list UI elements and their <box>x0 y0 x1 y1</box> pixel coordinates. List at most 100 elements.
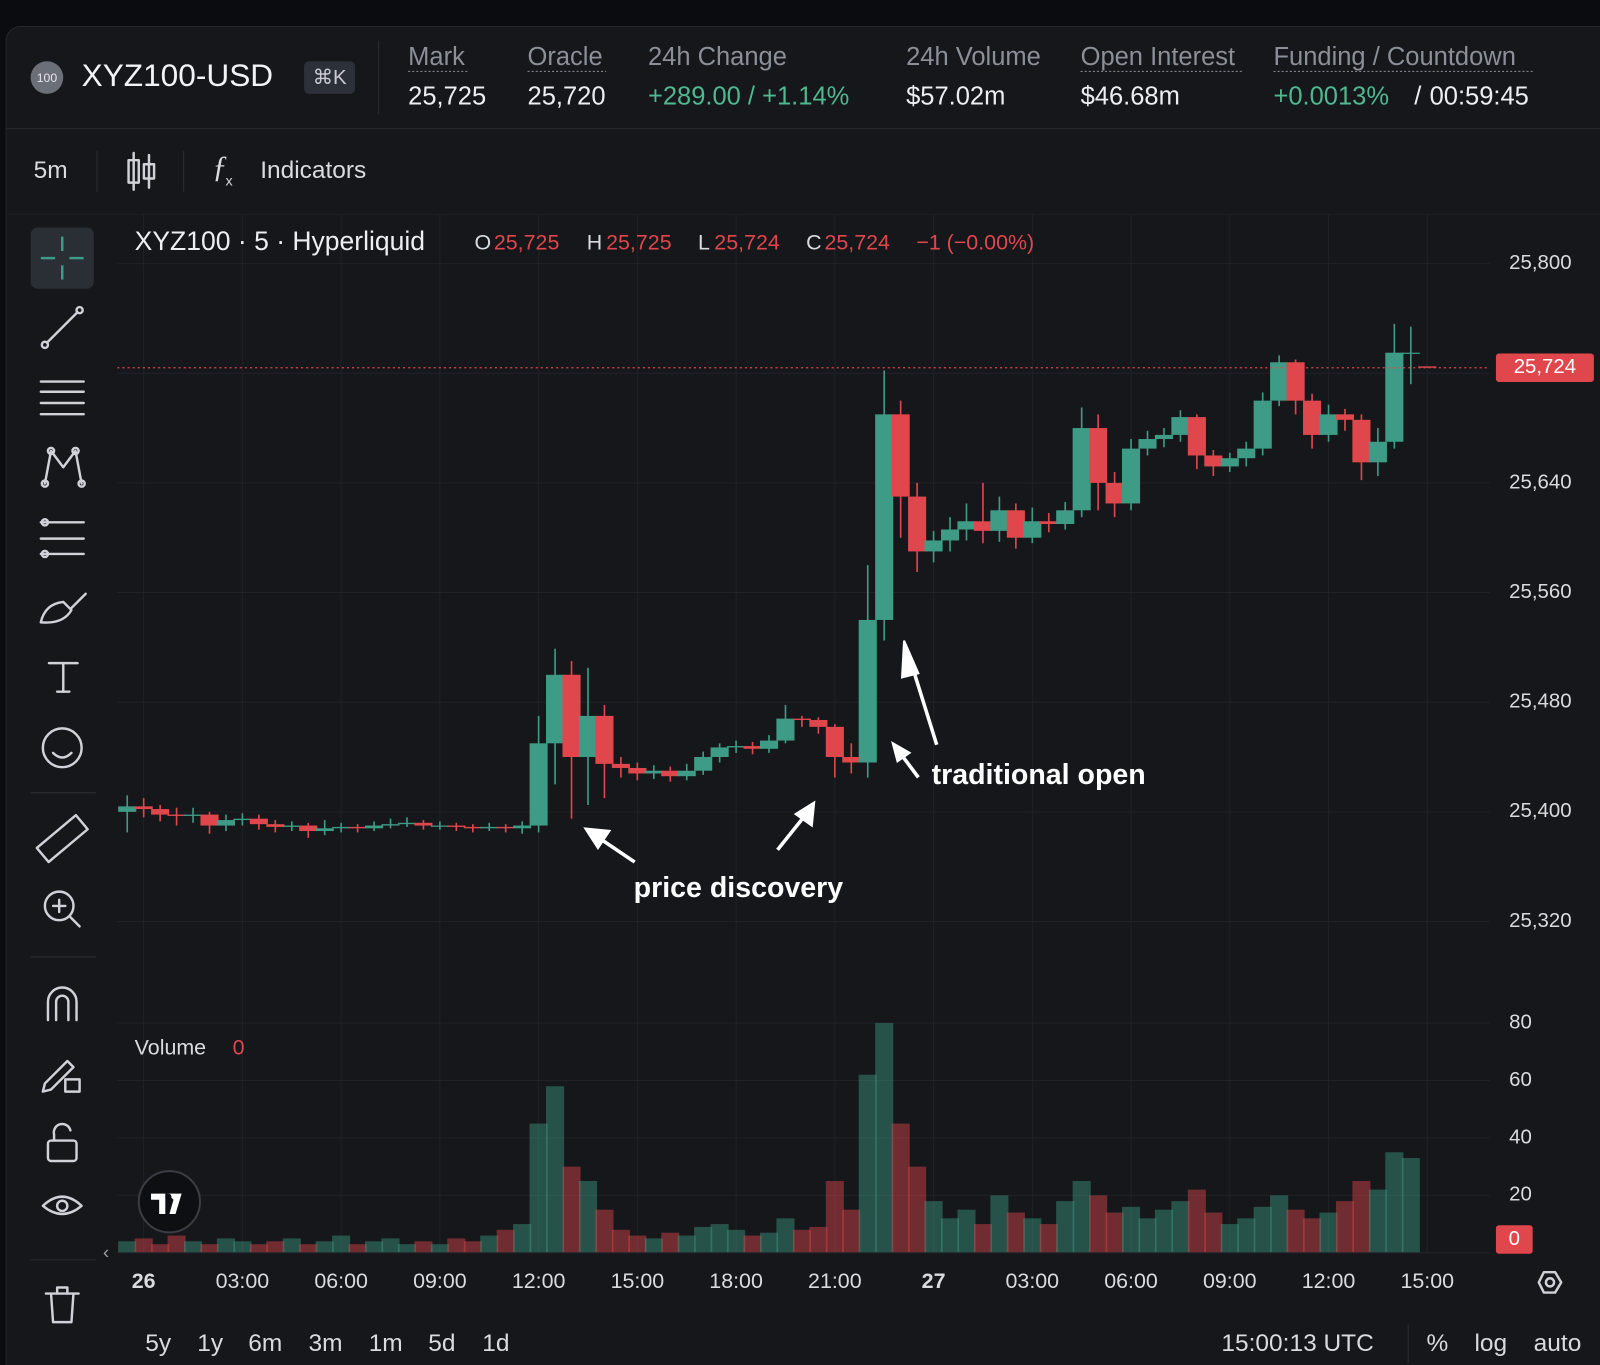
magnet-icon[interactable] <box>46 986 78 1022</box>
auto-toggle[interactable]: auto <box>1534 1330 1582 1357</box>
stat-label: Funding / Countdown <box>1273 43 1515 71</box>
shortcut-box[interactable] <box>304 61 356 94</box>
x-tick-label: 09:00 <box>413 1269 467 1293</box>
interval[interactable]: 5m <box>34 157 68 184</box>
volume-bar <box>644 1238 663 1253</box>
candle-body <box>1253 400 1272 449</box>
candle-body <box>249 818 268 825</box>
range-button[interactable]: 1d <box>482 1330 509 1357</box>
fx-icon[interactable]: x <box>226 173 233 189</box>
volume-bar <box>496 1229 515 1253</box>
volume-bar <box>1204 1212 1223 1253</box>
legend-change: −1 (−0.00%) <box>916 230 1034 254</box>
volume-bar <box>595 1209 614 1253</box>
volume-bar <box>1039 1224 1058 1253</box>
brush-icon[interactable] <box>39 592 87 624</box>
volume-bar <box>414 1241 433 1253</box>
clock: 15:00:13 UTC <box>1221 1330 1373 1357</box>
candle-body <box>1187 417 1206 456</box>
trash-icon[interactable] <box>44 1286 80 1324</box>
candle-body <box>1286 362 1305 401</box>
volume-bar <box>842 1209 861 1253</box>
log-toggle[interactable]: log <box>1474 1330 1507 1357</box>
fx-icon[interactable]: ƒ <box>212 149 227 183</box>
settings-icon[interactable] <box>1537 1270 1563 1294</box>
candle-body <box>381 824 400 826</box>
volume-tick-label: 20 <box>1509 1184 1532 1206</box>
candle-body <box>151 809 170 815</box>
indicators[interactable]: Indicators <box>260 157 366 184</box>
volume-tick-label: 80 <box>1509 1011 1532 1033</box>
candle-body <box>216 820 236 826</box>
ruler-icon[interactable] <box>35 813 89 864</box>
legend-value: 25,725 <box>494 230 559 254</box>
volume-bar <box>233 1241 252 1253</box>
x-tick-label: 03:00 <box>1006 1269 1060 1293</box>
candle-body <box>1237 448 1256 459</box>
volume-bar <box>1154 1209 1174 1253</box>
volume-bar <box>677 1235 696 1253</box>
crosshair-icon[interactable] <box>40 236 84 280</box>
range-button[interactable]: 5y <box>145 1330 172 1357</box>
volume-bar <box>578 1180 598 1253</box>
volume-bar <box>1089 1195 1108 1253</box>
range-button[interactable]: 6m <box>248 1330 282 1357</box>
volume-tick-label: 40 <box>1509 1126 1532 1148</box>
pattern-icon[interactable] <box>40 446 86 488</box>
volume-bar <box>513 1224 532 1253</box>
candle-body <box>743 746 762 749</box>
emoji-icon[interactable] <box>41 727 83 769</box>
x-tick-label: 06:00 <box>314 1269 368 1293</box>
text-icon[interactable] <box>47 661 79 693</box>
x-tick-label: 15:00 <box>1400 1269 1454 1293</box>
legend-key: C <box>806 230 821 254</box>
trendline-icon[interactable] <box>40 305 84 350</box>
funding-rate: +0.0013% <box>1273 83 1389 111</box>
visibility-icon[interactable] <box>41 1195 83 1216</box>
candle-body <box>1121 448 1141 504</box>
percent-toggle[interactable]: % <box>1427 1330 1449 1357</box>
candle-body <box>332 826 351 829</box>
candle-body <box>1270 362 1289 401</box>
symbol[interactable]: XYZ100-USD <box>82 57 274 93</box>
tv-logo[interactable] <box>137 1170 202 1234</box>
lock-draw-icon[interactable] <box>41 1059 81 1093</box>
volume-bar <box>480 1235 499 1253</box>
last-price-label: 25,724 <box>1514 356 1576 378</box>
forecast-icon[interactable] <box>39 518 85 559</box>
fib-icon[interactable] <box>39 380 85 416</box>
volume-bar <box>1352 1180 1371 1253</box>
candle-body <box>595 715 614 764</box>
range-button[interactable]: 1m <box>369 1330 403 1357</box>
tv-logo-mark[interactable] <box>151 1193 182 1215</box>
volume-bar <box>743 1235 762 1253</box>
stat-label: Mark <box>408 43 465 71</box>
candle-type-icon[interactable] <box>127 151 156 191</box>
candle-body <box>1105 482 1124 504</box>
candle-body <box>365 825 384 829</box>
volume-bar <box>792 1229 811 1253</box>
legend-value: 25,724 <box>714 230 780 254</box>
tool-active[interactable] <box>30 227 94 289</box>
legend-key: L <box>698 230 710 254</box>
candle-body <box>1039 521 1058 525</box>
candle-body <box>578 715 598 758</box>
candle-body <box>842 757 861 763</box>
unlock-icon[interactable] <box>46 1122 78 1163</box>
volume-bar <box>973 1224 992 1253</box>
x-tick-label: 15:00 <box>611 1269 665 1293</box>
shortcut[interactable]: ⌘K <box>313 67 347 89</box>
range-button[interactable]: 3m <box>309 1330 343 1357</box>
candle-body <box>546 674 565 744</box>
candle-body <box>282 825 301 827</box>
range-button[interactable]: 5d <box>428 1330 455 1357</box>
volume-bar <box>1237 1218 1256 1253</box>
volume-bar <box>727 1229 746 1253</box>
volume-bar <box>167 1235 186 1253</box>
candle-body <box>1154 434 1174 440</box>
x-tick-label: 26 <box>132 1269 156 1293</box>
zoom-icon[interactable] <box>43 890 81 928</box>
scroll-left[interactable]: ‹ <box>103 1242 109 1263</box>
range-button[interactable]: 1y <box>197 1330 224 1357</box>
x-tick-label: 09:00 <box>1203 1269 1257 1293</box>
